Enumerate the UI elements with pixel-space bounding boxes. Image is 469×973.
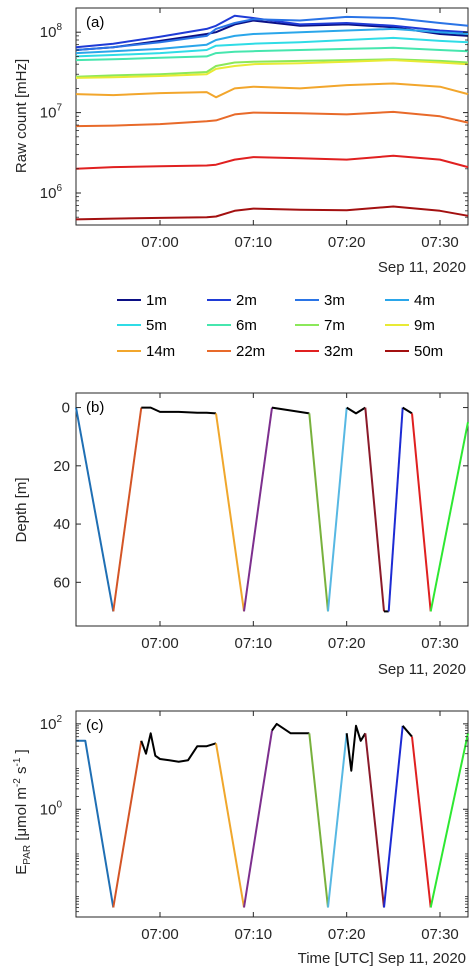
x-tick-label: 07:20: [328, 234, 366, 251]
legend-label: 5m: [146, 317, 167, 334]
profile-segment: [215, 413, 245, 612]
profile-segment: [112, 407, 143, 612]
profile-segment: [140, 732, 217, 763]
legend-label: 1m: [146, 292, 167, 309]
series-line-1m: [75, 19, 469, 51]
panel-c-xlabel: Time [UTC] Sep 11, 2020: [298, 950, 466, 967]
x-tick-label: 07:10: [235, 234, 273, 251]
profile-segment: [141, 406, 217, 415]
profile-segment: [346, 406, 366, 415]
profile-segment: [364, 733, 385, 908]
profile-segment: [429, 421, 469, 612]
profile-segment: [308, 733, 329, 908]
panel-a-label: (a): [86, 14, 104, 31]
profile-segment: [327, 733, 348, 908]
x-tick-label: 07:10: [235, 926, 273, 943]
series-line-32m: [75, 154, 469, 170]
legend-label: 50m: [414, 343, 443, 360]
series-line-5m: [75, 36, 469, 58]
legend: 1m 2m 3m 4m 5m 6m 7m 9m 14m 22m 32m 50m: [117, 292, 443, 360]
legend-label: 6m: [236, 317, 257, 334]
panel-b-date-label: Sep 11, 2020: [378, 661, 466, 678]
profile-segment: [271, 722, 310, 735]
y-tick-label: 102: [40, 714, 63, 733]
series-line-22m: [75, 110, 469, 128]
legend-label: 9m: [414, 317, 435, 334]
profile-segment: [345, 724, 367, 772]
series-line-3m: [75, 15, 469, 51]
panel-a-plot: [75, 14, 469, 221]
legend-label: 32m: [324, 343, 353, 360]
profile-segment: [75, 407, 115, 612]
profile-segment: [387, 407, 404, 612]
legend-label: 7m: [324, 317, 345, 334]
legend-label: 4m: [414, 292, 435, 309]
profile-segment: [76, 739, 115, 908]
y-tick-label: 60: [53, 574, 70, 591]
profile-segment: [411, 736, 432, 908]
panel-c-ylabel: EPAR [μmol m-2 s-1 ]: [12, 749, 33, 874]
y-tick-label: 100: [40, 799, 63, 818]
y-tick-label: 20: [53, 458, 70, 475]
series-line-6m: [75, 46, 469, 62]
series-line-9m: [75, 59, 469, 79]
series-line-14m: [75, 82, 469, 99]
profile-segment: [243, 407, 273, 612]
legend-label: 3m: [324, 292, 345, 309]
panel-a-ylabel: Raw count [mHz]: [13, 59, 30, 173]
x-tick-label: 07:30: [421, 234, 459, 251]
x-tick-label: 07:30: [421, 926, 459, 943]
panel-b-plot: [75, 406, 469, 613]
y-tick-label: 40: [53, 516, 70, 533]
profile-segment: [215, 743, 245, 908]
y-tick-label: 108: [40, 22, 63, 41]
panel-c-frame: [75, 710, 469, 918]
y-tick-label: 106: [40, 183, 63, 202]
series-line-2m: [75, 14, 469, 49]
panel-c-label: (c): [86, 717, 104, 734]
profile-segment: [308, 413, 329, 612]
x-tick-label: 07:20: [328, 926, 366, 943]
profile-segment: [327, 407, 348, 612]
profile-segment: [243, 730, 273, 908]
profile-segment: [112, 740, 143, 908]
panel-b-frame: [75, 392, 469, 627]
y-tick-label: 0: [62, 400, 70, 417]
profile-segment: [271, 406, 310, 415]
x-tick-label: 07:00: [141, 926, 179, 943]
y-tick-label: 107: [40, 103, 63, 122]
legend-label: 2m: [236, 292, 257, 309]
x-tick-label: 07:10: [235, 635, 273, 652]
panel-a-date-label: Sep 11, 2020: [378, 259, 466, 276]
series-line-50m: [75, 205, 469, 221]
x-tick-label: 07:00: [141, 234, 179, 251]
x-tick-label: 07:30: [421, 635, 459, 652]
profile-segment: [364, 407, 385, 612]
profile-segment: [429, 733, 469, 908]
profile-segment: [411, 413, 432, 612]
panel-b-label: (b): [86, 399, 104, 416]
series-line-4m: [75, 27, 469, 55]
x-tick-label: 07:00: [141, 635, 179, 652]
panel-c-plot: [76, 722, 469, 908]
profile-segment: [402, 406, 413, 415]
profile-segment: [383, 725, 404, 908]
profile-segment: [401, 725, 413, 738]
legend-label: 22m: [236, 343, 265, 360]
panel-b-ylabel: Depth [m]: [13, 477, 30, 542]
axis-ticks: 07:00 07:10 07:20 07:30 106 107 108 07:00 07:10 0…: [40, 7, 468, 943]
legend-label: 14m: [146, 343, 175, 360]
x-tick-label: 07:20: [328, 635, 366, 652]
